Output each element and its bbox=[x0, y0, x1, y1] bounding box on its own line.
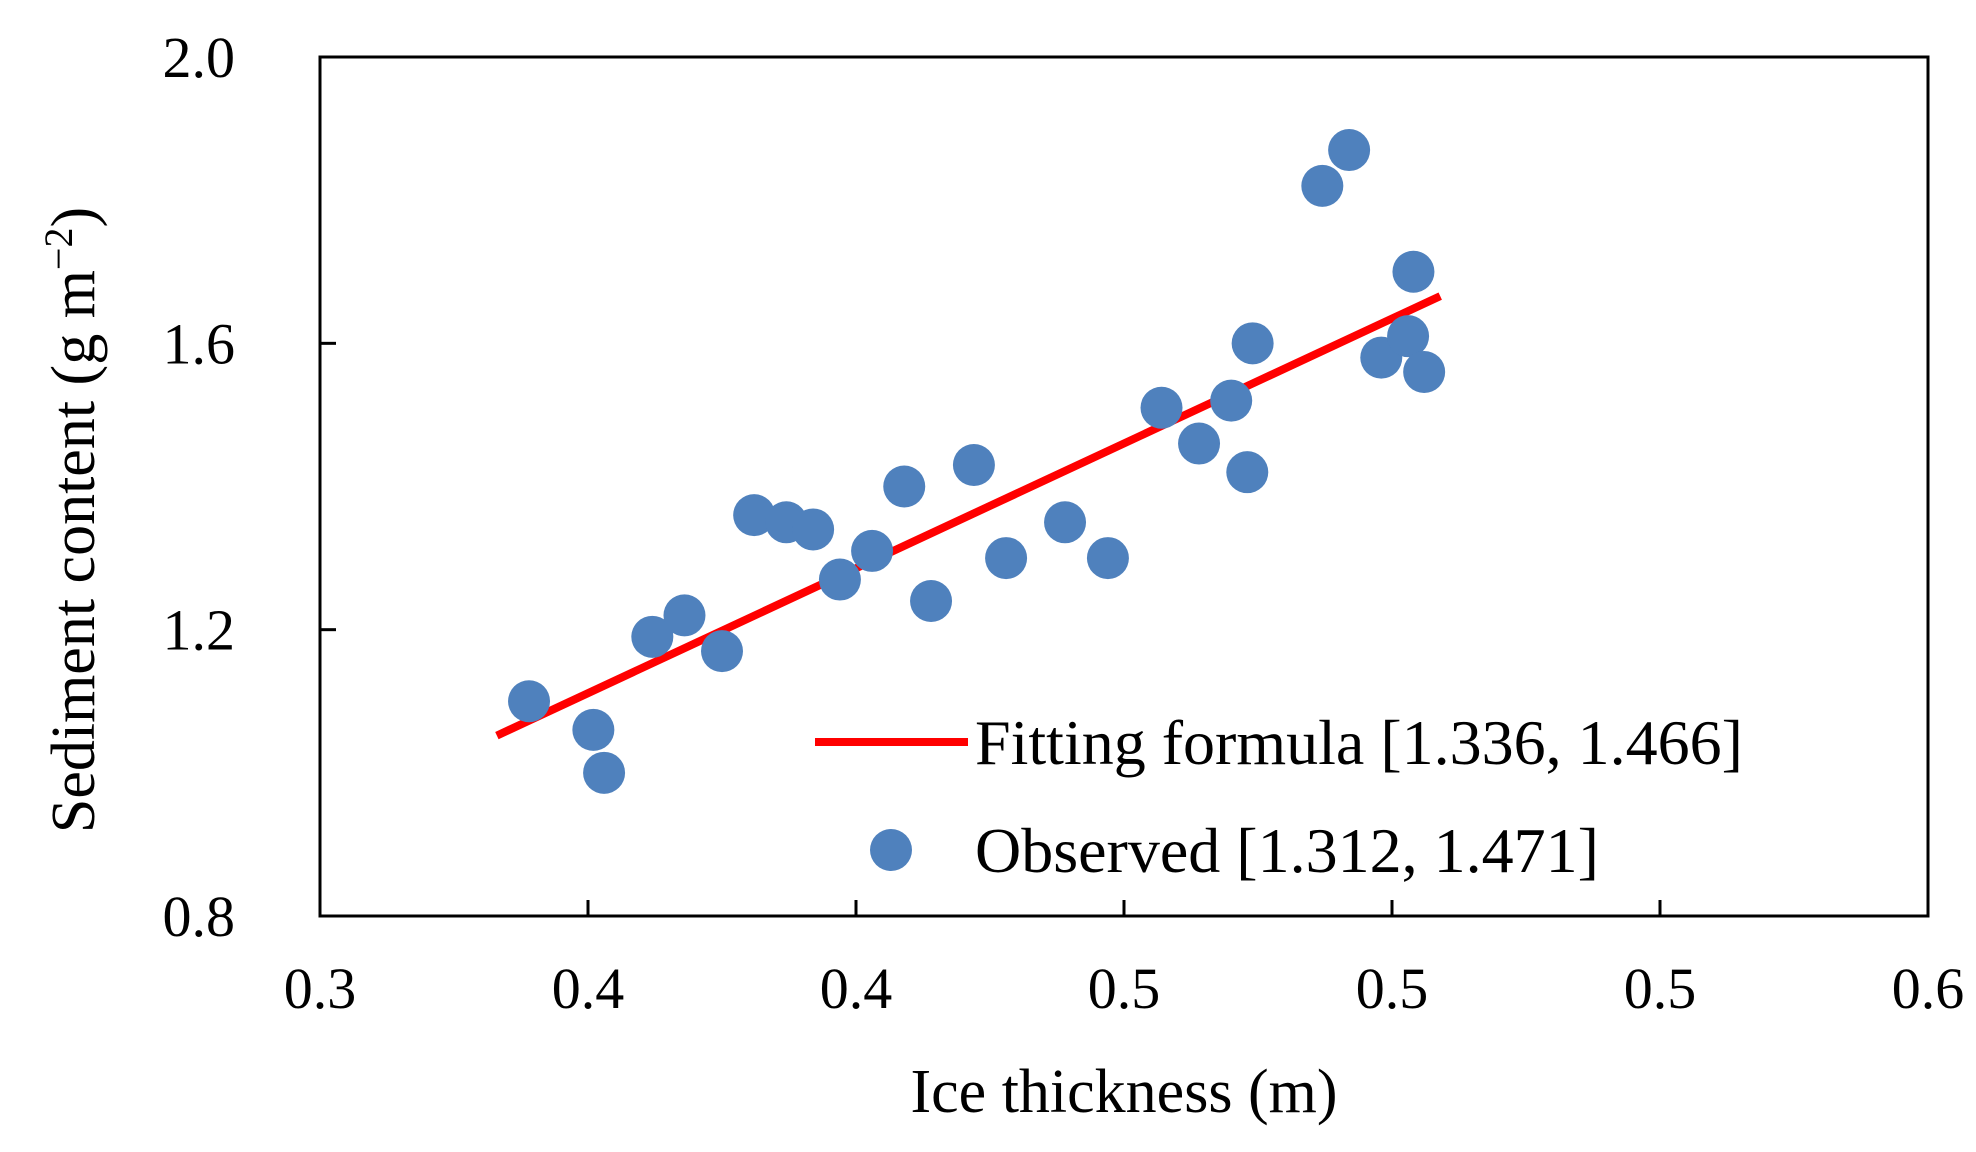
observed-point bbox=[792, 508, 835, 551]
legend-label-observed: Observed [1.312, 1.471] bbox=[975, 815, 1599, 886]
plot-frame bbox=[318, 55, 1930, 918]
observed-point bbox=[818, 558, 861, 601]
fit-line bbox=[495, 292, 1442, 740]
x-tick-label: 0.5 bbox=[1356, 956, 1429, 1021]
legend-label-fit: Fitting formula [1.336, 1.466] bbox=[975, 707, 1743, 778]
y-tick-label: 1.2 bbox=[163, 598, 236, 663]
observed-point bbox=[1328, 129, 1371, 172]
x-tick-label: 0.5 bbox=[1624, 956, 1697, 1021]
observed-point bbox=[883, 465, 926, 508]
x-axis-title: Ice thickness (m) bbox=[911, 1058, 1338, 1126]
observed-point bbox=[733, 494, 776, 537]
observed-point bbox=[701, 630, 743, 673]
legend-dot-swatch bbox=[870, 829, 912, 871]
plot-marks bbox=[495, 129, 1446, 794]
y-axis-title-close: ) bbox=[40, 207, 108, 228]
x-tick-label: 0.4 bbox=[552, 956, 625, 1021]
observed-point bbox=[1178, 422, 1221, 465]
y-tick-label: 1.6 bbox=[163, 311, 236, 376]
x-tick-label: 0.4 bbox=[820, 956, 893, 1021]
observed-point bbox=[572, 708, 615, 751]
y-axis-ticks: 0.8 1.2 1.6 2.0 bbox=[163, 25, 336, 949]
observed-point bbox=[1387, 315, 1430, 358]
x-tick-label: 0.5 bbox=[1088, 956, 1161, 1021]
observed-point bbox=[1086, 537, 1129, 580]
y-tick-label: 0.8 bbox=[163, 884, 236, 949]
observed-point bbox=[1301, 164, 1344, 207]
observed-point bbox=[583, 751, 626, 794]
observed-point bbox=[851, 529, 894, 572]
observed-point bbox=[631, 615, 674, 658]
x-tick-label: 0.3 bbox=[284, 956, 357, 1021]
observed-point bbox=[1210, 379, 1253, 422]
observed-point bbox=[1044, 501, 1087, 544]
observed-point bbox=[663, 594, 706, 637]
y-axis-title-superscript: −2 bbox=[36, 228, 81, 271]
observed-point bbox=[1226, 451, 1269, 494]
y-axis-title: Sediment content (g m−2) bbox=[36, 207, 108, 833]
x-axis-ticks: 0.3 0.4 0.4 0.5 0.5 0.5 0.6 bbox=[284, 900, 1965, 1021]
x-tick-label: 0.6 bbox=[1892, 956, 1965, 1021]
observed-point bbox=[952, 444, 995, 487]
observed-point bbox=[1403, 350, 1446, 393]
observed-point bbox=[1392, 250, 1435, 293]
observed-point bbox=[1140, 386, 1183, 429]
observed-point bbox=[1231, 322, 1274, 365]
legend: Fitting formula [1.336, 1.466] Observed … bbox=[815, 707, 1743, 886]
observed-point bbox=[910, 580, 953, 623]
observed-point bbox=[985, 537, 1028, 580]
y-axis-title-main: Sediment content (g m bbox=[40, 270, 108, 833]
y-tick-label: 2.0 bbox=[163, 25, 236, 90]
observed-point bbox=[508, 680, 551, 723]
